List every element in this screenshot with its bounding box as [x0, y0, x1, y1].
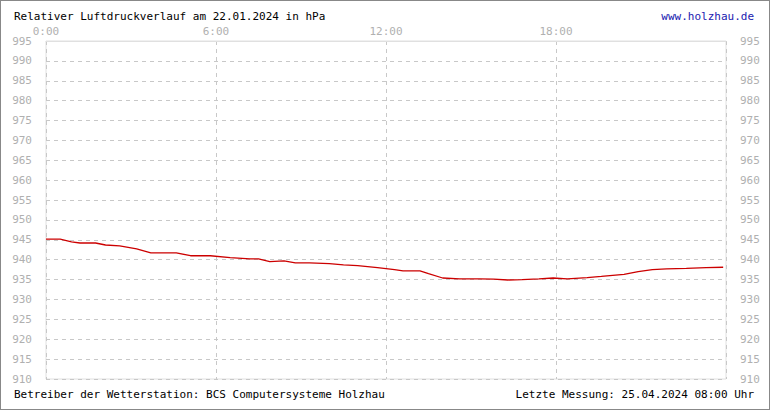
svg-text:980: 980 [12, 94, 32, 107]
svg-text:990: 990 [12, 54, 32, 67]
svg-text:915: 915 [740, 353, 760, 366]
svg-text:910: 910 [740, 373, 760, 386]
svg-text:Letzte Messung: 25.04.2024 08:: Letzte Messung: 25.04.2024 08:00 Uhr [516, 388, 755, 401]
svg-text:945: 945 [12, 233, 32, 246]
svg-text:955: 955 [12, 194, 32, 207]
svg-text:950: 950 [12, 213, 32, 226]
svg-text:0:00: 0:00 [33, 25, 60, 38]
svg-text:975: 975 [12, 114, 32, 127]
svg-text:960: 960 [740, 174, 760, 187]
svg-text:www.holzhau.de: www.holzhau.de [661, 10, 754, 23]
svg-text:995: 995 [740, 35, 760, 48]
svg-text:955: 955 [740, 194, 760, 207]
svg-text:920: 920 [740, 333, 760, 346]
svg-text:930: 930 [12, 293, 32, 306]
svg-text:985: 985 [12, 74, 32, 87]
svg-text:950: 950 [740, 213, 760, 226]
svg-text:970: 970 [12, 134, 32, 147]
svg-text:18:00: 18:00 [539, 25, 572, 38]
svg-text:995: 995 [12, 35, 32, 48]
svg-text:970: 970 [740, 134, 760, 147]
svg-text:940: 940 [740, 253, 760, 266]
svg-text:960: 960 [12, 174, 32, 187]
svg-text:965: 965 [740, 154, 760, 167]
svg-text:935: 935 [12, 273, 32, 286]
svg-text:985: 985 [740, 74, 760, 87]
svg-text:12:00: 12:00 [369, 25, 402, 38]
svg-text:940: 940 [12, 253, 32, 266]
svg-text:930: 930 [740, 293, 760, 306]
svg-text:925: 925 [12, 313, 32, 326]
svg-text:910: 910 [12, 373, 32, 386]
svg-text:990: 990 [740, 54, 760, 67]
svg-text:Relativer Luftdruckverlauf am: Relativer Luftdruckverlauf am 22.01.2024… [14, 10, 325, 23]
svg-text:935: 935 [740, 273, 760, 286]
svg-text:925: 925 [740, 313, 760, 326]
svg-text:Betreiber der Wetterstation: B: Betreiber der Wetterstation: BCS Compute… [14, 388, 385, 401]
svg-text:915: 915 [12, 353, 32, 366]
svg-text:975: 975 [740, 114, 760, 127]
svg-text:980: 980 [740, 94, 760, 107]
svg-text:6:00: 6:00 [203, 25, 230, 38]
svg-text:965: 965 [12, 154, 32, 167]
svg-text:945: 945 [740, 233, 760, 246]
svg-text:920: 920 [12, 333, 32, 346]
